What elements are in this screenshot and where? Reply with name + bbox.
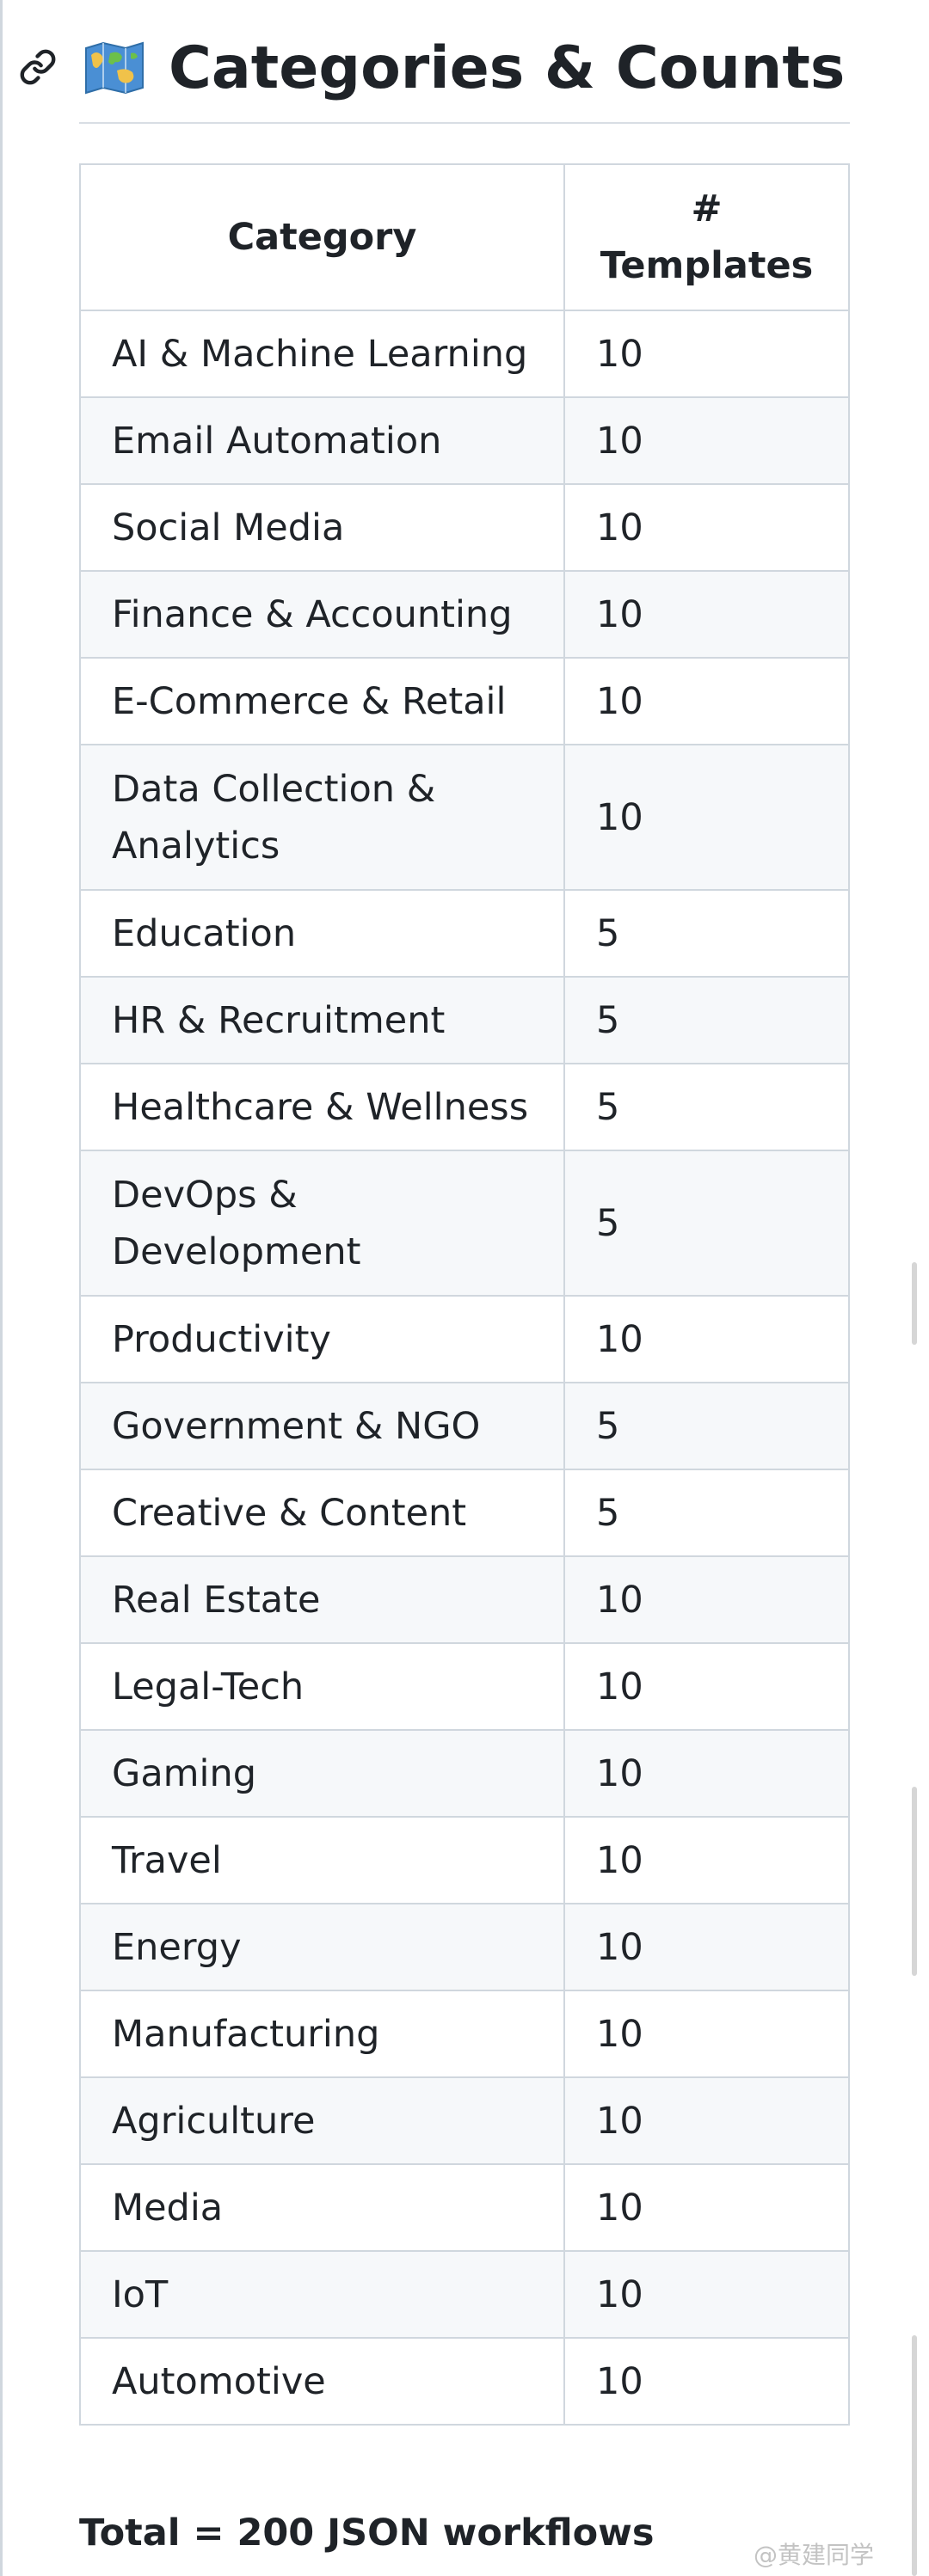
table-row: Data Collection & Analytics 10	[79, 744, 850, 891]
table-row: Gaming 10	[79, 1729, 850, 1818]
category-cell: Media	[79, 2163, 565, 2252]
templates-count-cell: 10	[563, 310, 850, 398]
table-row: Real Estate 10	[79, 1555, 850, 1644]
heading-divider	[79, 122, 850, 124]
category-cell: Data Collection & Analytics	[79, 744, 565, 891]
templates-count-cell: 5	[563, 976, 850, 1064]
templates-count-cell: 10	[563, 2076, 850, 2165]
link-icon[interactable]	[19, 48, 57, 86]
table-row: Energy 10	[79, 1903, 850, 1991]
scroll-indicator[interactable]	[912, 1262, 917, 1345]
table-row: DevOps & Development 5	[79, 1150, 850, 1297]
table-row: Travel 10	[79, 1816, 850, 1904]
table-row: Email Automation 10	[79, 396, 850, 485]
table-row: Productivity 10	[79, 1295, 850, 1383]
templates-count-cell: 10	[563, 1295, 850, 1383]
category-cell: Agriculture	[79, 2076, 565, 2165]
category-cell: IoT	[79, 2250, 565, 2339]
table-header-row: Category # Templates	[79, 163, 850, 311]
table-row: Government & NGO 5	[79, 1382, 850, 1470]
category-cell: Manufacturing	[79, 1990, 565, 2078]
category-cell: Energy	[79, 1903, 565, 1991]
templates-count-cell: 10	[563, 483, 850, 572]
templates-count-cell: 10	[563, 1903, 850, 1991]
templates-count-cell: 10	[563, 1729, 850, 1818]
table-row: Education 5	[79, 889, 850, 978]
templates-count-cell: 10	[563, 570, 850, 659]
scroll-indicator[interactable]	[912, 2335, 917, 2576]
table-row: Finance & Accounting 10	[79, 570, 850, 659]
scroll-indicator[interactable]	[912, 1787, 917, 1976]
category-cell: Finance & Accounting	[79, 570, 565, 659]
table-row: AI & Machine Learning 10	[79, 310, 850, 398]
category-cell: AI & Machine Learning	[79, 310, 565, 398]
table-row: HR & Recruitment 5	[79, 976, 850, 1064]
watermark: @黄建同学	[754, 2541, 875, 2569]
category-cell: Email Automation	[79, 396, 565, 485]
templates-count-cell: 10	[563, 1990, 850, 2078]
table-row: Legal-Tech 10	[79, 1642, 850, 1731]
templates-count-cell: 10	[563, 1642, 850, 1731]
category-cell: Real Estate	[79, 1555, 565, 1644]
category-cell: Productivity	[79, 1295, 565, 1383]
table-row: Media 10	[79, 2163, 850, 2252]
templates-count-cell: 5	[563, 1382, 850, 1470]
templates-count-cell: 5	[563, 1063, 850, 1151]
table-row: IoT 10	[79, 2250, 850, 2339]
category-cell: Gaming	[79, 1729, 565, 1818]
section-title: Categories & Counts	[169, 34, 846, 102]
templates-count-cell: 10	[563, 2250, 850, 2339]
templates-count-cell: 5	[563, 1469, 850, 1557]
category-cell: Government & NGO	[79, 1382, 565, 1470]
category-cell: HR & Recruitment	[79, 976, 565, 1064]
category-cell: DevOps & Development	[79, 1150, 565, 1297]
category-cell: Automotive	[79, 2337, 565, 2426]
category-cell: Creative & Content	[79, 1469, 565, 1557]
templates-count-cell: 10	[563, 1555, 850, 1644]
category-cell: E-Commerce & Retail	[79, 657, 565, 745]
templates-count-cell: 10	[563, 657, 850, 745]
templates-count-cell: 10	[563, 1816, 850, 1904]
table-row: Healthcare & Wellness 5	[79, 1063, 850, 1151]
table-row: Manufacturing 10	[79, 1990, 850, 2078]
column-header-templates: # Templates	[563, 163, 850, 311]
column-header-category: Category	[79, 163, 565, 311]
category-cell: Education	[79, 889, 565, 978]
templates-count-cell: 10	[563, 744, 850, 891]
world-map-icon	[85, 41, 144, 95]
templates-count-cell: 10	[563, 2163, 850, 2252]
page-left-border	[0, 0, 3, 2576]
templates-count-cell: 10	[563, 396, 850, 485]
table-row: E-Commerce & Retail 10	[79, 657, 850, 745]
category-cell: Healthcare & Wellness	[79, 1063, 565, 1151]
category-cell: Travel	[79, 1816, 565, 1904]
templates-count-cell: 5	[563, 1150, 850, 1297]
templates-count-cell: 5	[563, 889, 850, 978]
category-cell: Legal-Tech	[79, 1642, 565, 1731]
categories-table: Category # Templates AI & Machine Learnin…	[79, 163, 850, 2426]
category-cell: Social Media	[79, 483, 565, 572]
table-row: Agriculture 10	[79, 2076, 850, 2165]
table-row: Automotive 10	[79, 2337, 850, 2426]
table-row: Creative & Content 5	[79, 1469, 850, 1557]
templates-count-cell: 10	[563, 2337, 850, 2426]
total-summary: Total = 200 JSON workflows	[79, 2512, 655, 2555]
table-row: Social Media 10	[79, 483, 850, 572]
